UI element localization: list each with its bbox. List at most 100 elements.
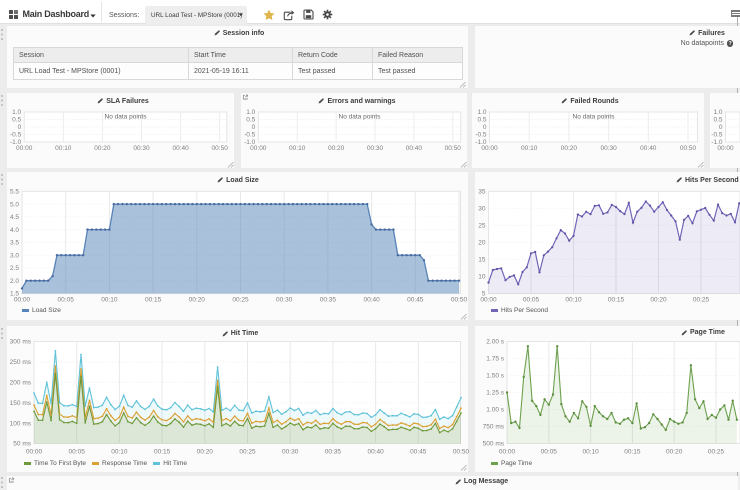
svg-text:0.5: 0.5 (713, 117, 722, 124)
svg-text:00:40: 00:40 (640, 145, 657, 152)
svg-text:4.5: 4.5 (10, 214, 19, 221)
svg-text:00:25: 00:25 (693, 297, 710, 304)
svg-text:00:30: 00:30 (367, 145, 384, 152)
svg-text:00:10: 00:10 (111, 449, 128, 456)
svg-text:-0.5: -0.5 (711, 132, 723, 139)
svg-text:00:00: 00:00 (14, 297, 31, 304)
svg-text:1.0: 1.0 (12, 109, 21, 116)
svg-text:00:00: 00:00 (250, 145, 267, 152)
svg-text:1.0: 1.0 (713, 109, 722, 116)
svg-text:00:00: 00:00 (26, 449, 43, 456)
svg-text:00:10: 00:10 (289, 145, 306, 152)
svg-text:5.0: 5.0 (10, 201, 19, 208)
svg-text:0.5: 0.5 (246, 117, 255, 124)
svg-text:00:10: 00:10 (565, 297, 582, 304)
svg-text:200 ms: 200 ms (10, 380, 32, 387)
svg-text:00:10: 00:10 (55, 145, 72, 152)
svg-text:4.0: 4.0 (10, 227, 19, 234)
svg-text:00:25: 00:25 (239, 449, 256, 456)
svg-text:00:05: 00:05 (523, 297, 540, 304)
svg-text:00:00: 00:00 (481, 145, 498, 152)
svg-text:0.5: 0.5 (12, 117, 21, 124)
svg-text:2.00 s: 2.00 s (486, 339, 504, 346)
svg-text:00:20: 00:20 (94, 145, 111, 152)
svg-text:00:45: 00:45 (410, 449, 427, 456)
svg-text:1.75 s: 1.75 s (486, 356, 504, 363)
svg-text:0: 0 (483, 124, 487, 131)
svg-text:00:40: 00:40 (406, 145, 423, 152)
svg-text:00:15: 00:15 (608, 297, 625, 304)
svg-text:00:30: 00:30 (133, 145, 150, 152)
svg-text:No data points: No data points (105, 114, 148, 121)
svg-text:5: 5 (482, 291, 486, 298)
svg-text:-0.5: -0.5 (475, 132, 487, 139)
svg-text:00:40: 00:40 (172, 145, 189, 152)
svg-text:2.0: 2.0 (10, 278, 19, 285)
svg-text:00:30: 00:30 (600, 145, 617, 152)
svg-text:00:20: 00:20 (328, 145, 345, 152)
svg-text:-1.0: -1.0 (244, 139, 256, 146)
svg-text:00:20: 00:20 (666, 449, 683, 456)
svg-text:1.25 s: 1.25 s (486, 390, 504, 397)
svg-text:00:05: 00:05 (69, 449, 86, 456)
svg-text:1.0: 1.0 (246, 109, 255, 116)
svg-text:00:05: 00:05 (541, 449, 558, 456)
svg-text:00:50: 00:50 (445, 145, 462, 152)
svg-text:-1.0: -1.0 (10, 139, 22, 146)
svg-text:00:10: 00:10 (521, 145, 538, 152)
svg-text:2.5: 2.5 (10, 265, 19, 272)
svg-text:1.50 s: 1.50 s (486, 373, 504, 380)
svg-text:00:15: 00:15 (624, 449, 641, 456)
svg-text:00:50: 00:50 (680, 145, 697, 152)
svg-text:00:40: 00:40 (367, 449, 384, 456)
svg-text:00:00: 00:00 (717, 145, 734, 152)
svg-text:1.5: 1.5 (10, 291, 19, 298)
svg-text:00:10: 00:10 (101, 297, 118, 304)
svg-text:250 ms: 250 ms (10, 359, 32, 366)
svg-text:50 ms: 50 ms (13, 441, 31, 448)
svg-text:25: 25 (478, 223, 486, 230)
svg-text:00:00: 00:00 (499, 449, 516, 456)
svg-text:00:40: 00:40 (363, 297, 380, 304)
svg-text:No data points: No data points (573, 114, 616, 121)
svg-text:00:20: 00:20 (197, 449, 214, 456)
svg-text:00:15: 00:15 (145, 297, 162, 304)
svg-text:00:30: 00:30 (282, 449, 299, 456)
svg-text:20: 20 (478, 240, 486, 247)
svg-text:300 ms: 300 ms (10, 339, 32, 346)
svg-text:00:10: 00:10 (582, 449, 599, 456)
svg-text:30: 30 (478, 206, 486, 213)
svg-text:750 ms: 750 ms (483, 424, 505, 431)
svg-text:3.0: 3.0 (10, 252, 19, 259)
svg-text:00:00: 00:00 (16, 145, 33, 152)
svg-text:0: 0 (18, 124, 22, 131)
svg-text:1.0: 1.0 (477, 109, 486, 116)
svg-text:00:35: 00:35 (325, 449, 342, 456)
svg-text:1.00 s: 1.00 s (486, 407, 504, 414)
svg-text:00:25: 00:25 (232, 297, 249, 304)
svg-text:35: 35 (478, 189, 486, 196)
svg-text:-0.5: -0.5 (10, 132, 22, 139)
svg-text:500 ms: 500 ms (483, 441, 505, 448)
svg-text:00:45: 00:45 (407, 297, 424, 304)
svg-text:00:50: 00:50 (451, 297, 468, 304)
svg-text:-1.0: -1.0 (475, 139, 487, 146)
svg-text:100 ms: 100 ms (10, 420, 32, 427)
svg-text:00:20: 00:20 (189, 297, 206, 304)
svg-text:00:00: 00:00 (480, 297, 497, 304)
svg-text:0.5: 0.5 (477, 117, 486, 124)
svg-text:00:05: 00:05 (58, 297, 75, 304)
svg-text:00:20: 00:20 (561, 145, 578, 152)
svg-text:00:35: 00:35 (320, 297, 337, 304)
svg-text:150 ms: 150 ms (10, 400, 32, 407)
svg-text:-1.0: -1.0 (711, 139, 723, 146)
svg-text:5.5: 5.5 (10, 189, 19, 196)
svg-text:00:50: 00:50 (453, 449, 470, 456)
svg-text:-0.5: -0.5 (244, 132, 256, 139)
svg-text:00:15: 00:15 (154, 449, 171, 456)
svg-text:0: 0 (252, 124, 256, 131)
svg-text:No data points: No data points (339, 114, 382, 121)
svg-text:00:30: 00:30 (276, 297, 293, 304)
svg-text:15: 15 (478, 257, 486, 264)
svg-text:00:50: 00:50 (212, 145, 229, 152)
